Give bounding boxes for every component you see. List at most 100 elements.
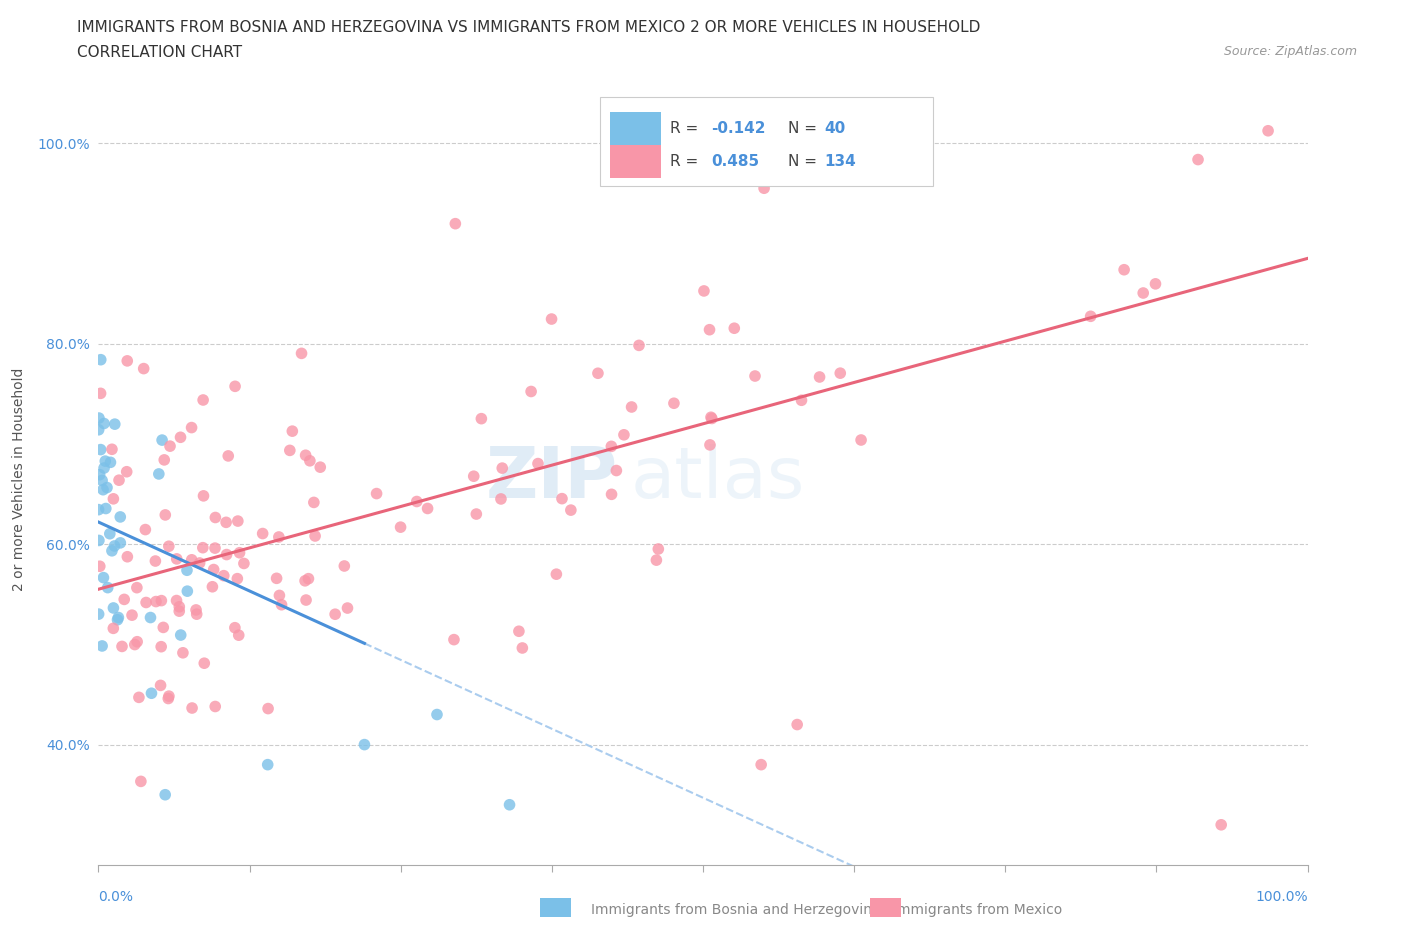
Point bbox=[333, 559, 356, 574]
Point bbox=[700, 411, 723, 426]
Text: R =: R = bbox=[671, 154, 703, 169]
Point bbox=[129, 774, 152, 789]
Point bbox=[170, 628, 193, 643]
Point bbox=[426, 707, 449, 722]
Point bbox=[90, 442, 112, 457]
Point bbox=[204, 699, 226, 714]
Point bbox=[176, 584, 198, 599]
Point bbox=[294, 448, 316, 463]
Point bbox=[166, 551, 188, 566]
Point bbox=[193, 656, 215, 671]
Point bbox=[269, 588, 291, 603]
Point bbox=[150, 593, 173, 608]
Point bbox=[266, 571, 288, 586]
Point bbox=[786, 717, 808, 732]
Point bbox=[157, 538, 180, 553]
Point bbox=[323, 606, 346, 621]
Point bbox=[184, 603, 207, 618]
Point bbox=[167, 604, 190, 618]
Point bbox=[153, 453, 176, 468]
Point bbox=[94, 501, 117, 516]
Point bbox=[204, 510, 226, 525]
Point bbox=[416, 501, 439, 516]
Point bbox=[613, 428, 636, 443]
Point bbox=[228, 545, 250, 560]
Point bbox=[127, 634, 149, 649]
Point bbox=[527, 456, 550, 471]
Text: Immigrants from Mexico: Immigrants from Mexico bbox=[893, 902, 1062, 917]
Y-axis label: 2 or more Vehicles in Household: 2 or more Vehicles in Household bbox=[13, 367, 27, 591]
FancyBboxPatch shape bbox=[600, 97, 932, 186]
Point bbox=[166, 593, 188, 608]
Point bbox=[744, 368, 766, 383]
Point bbox=[152, 620, 174, 635]
Point bbox=[157, 689, 180, 704]
Point bbox=[96, 480, 118, 495]
Point bbox=[627, 338, 650, 352]
Point bbox=[100, 455, 122, 470]
Point bbox=[336, 601, 359, 616]
Point bbox=[139, 610, 162, 625]
Point bbox=[212, 568, 235, 583]
Point bbox=[169, 599, 191, 614]
Point bbox=[107, 610, 129, 625]
Point bbox=[181, 700, 204, 715]
Point bbox=[256, 757, 278, 772]
Point bbox=[1211, 817, 1233, 832]
Point bbox=[91, 473, 114, 488]
Text: N =: N = bbox=[787, 121, 821, 136]
Point bbox=[278, 443, 301, 458]
Point bbox=[699, 323, 721, 338]
Point bbox=[290, 346, 312, 361]
Point bbox=[191, 540, 214, 555]
Point bbox=[180, 552, 202, 567]
Text: Source: ZipAtlas.com: Source: ZipAtlas.com bbox=[1223, 45, 1357, 58]
Point bbox=[201, 579, 224, 594]
Point bbox=[298, 453, 321, 468]
Point bbox=[98, 526, 121, 541]
Point bbox=[87, 411, 110, 426]
Point bbox=[465, 507, 488, 522]
Point bbox=[645, 552, 668, 567]
Point bbox=[217, 448, 239, 463]
Point bbox=[470, 411, 492, 426]
Point bbox=[849, 432, 872, 447]
Point bbox=[93, 460, 115, 475]
Point bbox=[443, 632, 465, 647]
Point bbox=[134, 522, 156, 537]
Point bbox=[202, 562, 225, 577]
Point bbox=[1257, 124, 1279, 139]
Text: atlas: atlas bbox=[630, 445, 804, 513]
Point bbox=[149, 678, 172, 693]
Point bbox=[103, 538, 125, 553]
Point bbox=[108, 472, 131, 487]
Point bbox=[172, 645, 194, 660]
Point bbox=[551, 491, 574, 506]
FancyBboxPatch shape bbox=[610, 145, 661, 178]
Point bbox=[155, 508, 177, 523]
Text: 134: 134 bbox=[824, 154, 856, 169]
Point bbox=[790, 392, 813, 407]
Point bbox=[94, 454, 117, 469]
Text: ZIP: ZIP bbox=[486, 445, 619, 513]
Text: N =: N = bbox=[787, 154, 821, 169]
Point bbox=[87, 502, 110, 517]
Point bbox=[491, 460, 513, 475]
Point bbox=[180, 420, 202, 435]
Point bbox=[103, 601, 125, 616]
Text: 0.0%: 0.0% bbox=[98, 890, 134, 904]
Point bbox=[193, 488, 215, 503]
Point bbox=[226, 571, 249, 586]
Point bbox=[228, 628, 250, 643]
Point bbox=[1114, 262, 1136, 277]
Point bbox=[132, 361, 155, 376]
Point bbox=[309, 459, 332, 474]
Text: 100.0%: 100.0% bbox=[1256, 890, 1308, 904]
Point bbox=[489, 492, 512, 507]
Point bbox=[647, 541, 669, 556]
Point bbox=[103, 491, 125, 506]
Point bbox=[808, 369, 831, 384]
Point bbox=[1080, 309, 1102, 324]
Point bbox=[91, 639, 114, 654]
Point bbox=[1132, 286, 1154, 300]
